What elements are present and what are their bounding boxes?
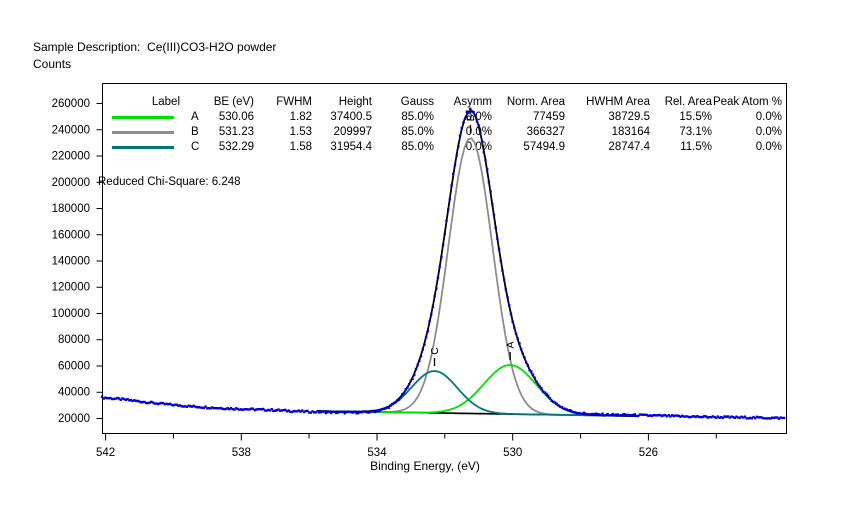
x-tick-label: 530	[503, 447, 522, 459]
x-axis-title: Binding Energy, (eV)	[370, 459, 480, 473]
table-cell: 57494.9	[523, 141, 565, 153]
table-cell: 0.0%	[755, 141, 782, 153]
x-tick-label: 542	[96, 447, 115, 459]
reduced-chi-square-annotation: Reduced Chi-Square: 6.248	[98, 176, 241, 188]
y-tick-label: 140000	[52, 256, 90, 268]
fit-baseline-line	[318, 410, 638, 417]
y-tick-label: 40000	[58, 387, 90, 399]
y-tick-label: 20000	[58, 413, 90, 425]
peak-marker-letter-A: A	[505, 341, 517, 348]
peak-marker-letter-C: C	[429, 347, 441, 355]
component-curve-B	[318, 137, 638, 417]
component-curve-C	[318, 370, 638, 417]
table-cell: 366327	[526, 126, 565, 138]
y-tick-label: 160000	[52, 229, 90, 241]
y-tick-label: 80000	[58, 334, 90, 346]
y-tick-label: 100000	[52, 308, 90, 320]
table-cell: 77459	[533, 111, 565, 123]
table-header-9: Peak Atom %	[712, 96, 782, 108]
y-tick-label: 260000	[52, 98, 90, 110]
y-tick-label: 60000	[58, 361, 90, 373]
table-cell: 0.0%	[755, 126, 782, 138]
experimental-data-points	[100, 107, 786, 420]
y-tick-label: 200000	[52, 177, 90, 189]
table-cell: 0.0%	[755, 111, 782, 123]
x-tick-label: 526	[639, 447, 658, 459]
y-tick-label: 220000	[52, 151, 90, 163]
x-tick-label: 538	[232, 447, 251, 459]
table-header-6: Norm. Area	[506, 96, 565, 108]
envelope-curve	[318, 109, 638, 417]
component-curve-A	[318, 364, 638, 417]
y-tick-label: 120000	[52, 282, 90, 294]
y-tick-label: 180000	[52, 203, 90, 215]
y-axis-caption: Counts	[33, 57, 72, 71]
y-tick-label: 240000	[52, 124, 90, 136]
sample-description-title: Sample Description: Ce(III)CO3-H2O powde…	[33, 40, 277, 54]
x-tick-label: 534	[367, 447, 387, 459]
